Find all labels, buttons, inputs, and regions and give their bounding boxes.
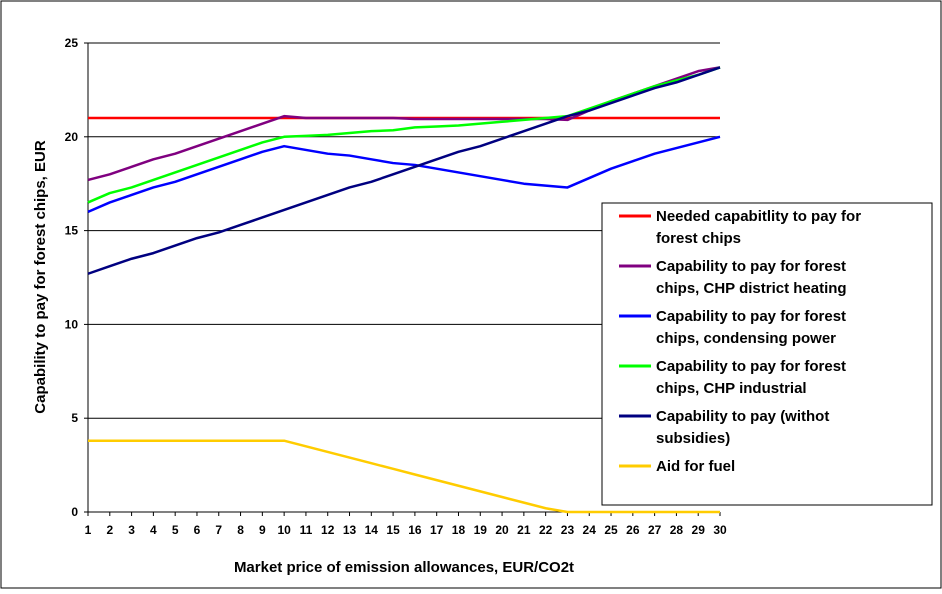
- y-tick-label: 20: [65, 130, 79, 144]
- x-tick-label: 30: [713, 523, 727, 537]
- legend-label-4: Capability to pay for forest chips, CHP i…: [656, 358, 846, 397]
- series-line-4: [87, 66, 721, 204]
- x-tick-label: 25: [604, 523, 618, 537]
- x-tick-label: 27: [648, 523, 662, 537]
- x-tick-label: 15: [386, 523, 400, 537]
- x-tick-label: 13: [343, 523, 357, 537]
- x-axis-title: Market price of emission allowances, EUR…: [234, 559, 574, 576]
- x-tick-label: 12: [321, 523, 335, 537]
- x-tick-label: 3: [128, 523, 135, 537]
- legend: Needed capabitlity to pay for forest chip…: [601, 202, 933, 506]
- x-tick-label: 24: [583, 523, 597, 537]
- x-tick-label: 5: [172, 523, 179, 537]
- x-tick-label: 21: [517, 523, 531, 537]
- y-tick-label: 25: [65, 36, 79, 50]
- x-tick-label: 29: [692, 523, 706, 537]
- series-lines: [87, 66, 721, 514]
- legend-box: [601, 202, 933, 506]
- x-tick-label: 9: [259, 523, 266, 537]
- x-tick-label: 1: [85, 523, 92, 537]
- legend-label-1: Needed capabitlity to pay for forest chip…: [656, 208, 861, 247]
- legend-label-2: Capability to pay for forest chips, CHP d…: [656, 258, 847, 297]
- y-tick-label: 15: [65, 224, 79, 238]
- y-tick-label: 10: [65, 317, 79, 331]
- series-line-5: [87, 66, 721, 275]
- x-tick-label: 22: [539, 523, 553, 537]
- x-tick-label: 19: [474, 523, 488, 537]
- x-tick-label: 18: [452, 523, 466, 537]
- y-axis-title: Capability to pay for forest chips, EUR: [32, 140, 49, 414]
- x-tick-label: 4: [150, 523, 157, 537]
- legend-label-5: Capability to pay (withot subsidies): [656, 408, 829, 447]
- series-line-6: [88, 439, 720, 514]
- x-tick-label: 8: [237, 523, 244, 537]
- series-line-3: [87, 135, 721, 213]
- x-tick-label: 6: [194, 523, 201, 537]
- legend-label-3: Capability to pay for forest chips, conde…: [656, 308, 846, 347]
- x-tick-label: 16: [408, 523, 422, 537]
- x-tick-label: 11: [300, 523, 313, 537]
- x-tick-label: 7: [215, 523, 222, 537]
- x-tick-label: 26: [626, 523, 640, 537]
- x-tick-label: 28: [670, 523, 684, 537]
- y-tick-label: 0: [71, 505, 78, 519]
- x-tick-label: 20: [495, 523, 509, 537]
- x-tick-label: 10: [277, 523, 291, 537]
- x-tick-label: 2: [106, 523, 113, 537]
- x-tick-label: 23: [561, 523, 575, 537]
- legend-label-6: Aid for fuel: [656, 458, 735, 475]
- y-tick-label: 5: [71, 411, 78, 425]
- x-tick-label: 14: [365, 523, 379, 537]
- x-tick-label: 17: [430, 523, 444, 537]
